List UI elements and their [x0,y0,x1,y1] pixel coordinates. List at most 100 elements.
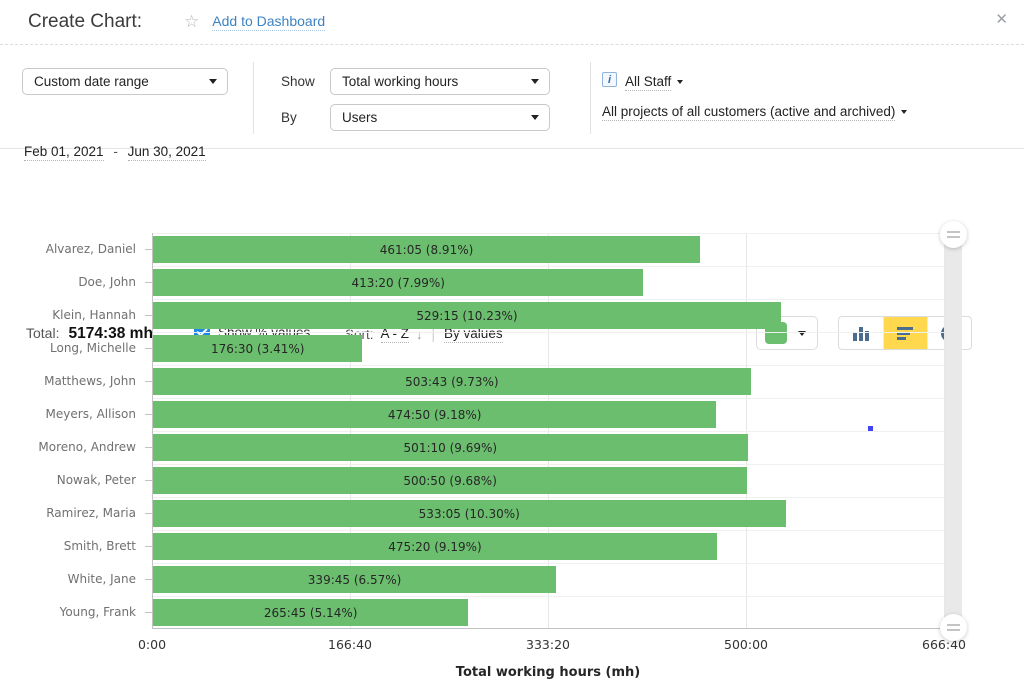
x-axis-title: Total working hours (mh) [455,665,641,680]
chart-bar[interactable]: 413:20 (7.99%) [153,269,644,296]
sort-az-button[interactable]: A - Z [380,326,410,343]
y-axis-tick [145,414,152,415]
bar-value-label: 475:20 (9.19%) [388,539,482,554]
projects-filter[interactable]: All projects of all customers (active an… [602,104,908,121]
y-axis-tick [145,579,152,580]
y-axis-label: White, Jane [67,572,136,586]
total-label: Total: [26,325,60,341]
filter-panel: Custom date range Feb 01, 2021 - Jun 30,… [0,46,1024,161]
chart-bar[interactable]: 176:30 (3.41%) [153,335,363,362]
by-select-value: Users [342,110,378,125]
show-select[interactable]: Total working hours [330,68,550,95]
gridline [350,233,351,628]
gridline [153,398,944,399]
chevron-down-icon [677,80,684,84]
total-value: 5174:38 mh [68,325,153,342]
date-range-select-value: Custom date range [34,74,149,89]
page-title: Create Chart: [28,11,143,32]
gridline [153,530,944,531]
info-icon[interactable]: i [602,72,617,87]
date-range-select[interactable]: Custom date range [22,68,228,95]
date-from-field[interactable]: Feb 01, 2021 [24,144,104,161]
projects-filter-value[interactable]: All projects of all customers (active an… [602,104,896,121]
x-axis-tick-label: 0:00 [137,637,167,652]
y-axis-tick [145,249,152,250]
chart-bar[interactable]: 503:43 (9.73%) [153,368,751,395]
gridline [153,365,944,366]
scrollbar-handle-top[interactable] [940,221,967,248]
y-axis-label: Young, Frank [59,605,136,619]
by-select[interactable]: Users [330,104,550,131]
chart-bar[interactable]: 461:05 (8.91%) [153,236,701,263]
bar-value-label: 413:20 (7.99%) [351,275,445,290]
y-axis-label: Long, Michelle [50,341,136,355]
y-axis-tick [145,447,152,448]
y-axis-tick [145,315,152,316]
column-chart-button[interactable] [839,317,883,349]
sort-direction-icon[interactable]: ↓ [416,327,423,342]
plot-area: 461:05 (8.91%) 413:20 (7.99%) 529:15 (10.2… [152,233,945,629]
date-separator: - [113,144,118,159]
close-icon[interactable]: ✕ [995,11,1008,28]
sort-group: Sort: A - Z ↓ | By values [345,326,503,343]
divider [253,62,254,134]
chevron-down-icon [531,115,539,120]
bar-chart-icon [896,326,915,341]
bar-value-label: 474:50 (9.18%) [387,407,482,422]
bar-value-label: 501:10 (9.69%) [403,440,498,455]
staff-filter-value[interactable]: All Staff [625,74,672,91]
chart-bar[interactable]: 339:45 (6.57%) [153,566,557,593]
bar-value-label: 461:05 (8.91%) [379,242,474,257]
y-axis-label: Alvarez, Daniel [45,242,136,256]
column-chart-icon [851,325,871,341]
add-to-dashboard-link[interactable]: Add to Dashboard [212,13,326,31]
chart-bar[interactable]: 474:50 (9.18%) [153,401,717,428]
gridline [153,431,944,432]
chevron-down-icon [798,330,806,336]
x-axis-tick-label: 333:20 [526,637,570,652]
date-to-field[interactable]: Jun 30, 2021 [127,144,206,161]
y-axis-label: Moreno, Andrew [38,440,136,454]
chart-bar[interactable]: 475:20 (9.19%) [153,533,717,560]
gridline [153,332,944,333]
y-axis-tick [145,381,152,382]
star-icon[interactable]: ☆ [184,12,200,31]
x-axis-tick-label: 500:00 [724,637,768,652]
bar-value-label: 500:50 (9.68%) [403,473,497,488]
bar-value-label: 529:15 (10.23%) [416,308,518,323]
chart-scrollbar-track[interactable] [945,231,962,627]
gridline [944,233,945,628]
chevron-down-icon [901,110,908,114]
cursor-artifact-dot [868,426,873,431]
chart-bar[interactable]: 533:05 (10.30%) [153,500,786,527]
scrollbar-handle-bottom[interactable] [940,614,967,641]
y-axis-tick [145,348,152,349]
show-select-value: Total working hours [342,74,459,89]
chart-bar[interactable]: 265:45 (5.14%) [153,599,469,626]
y-axis-label: Nowak, Peter [56,473,136,487]
chevron-down-icon [209,79,217,84]
y-axis-label: Smith, Brett [63,539,136,553]
chart-bar[interactable]: 501:10 (9.69%) [153,434,748,461]
show-label: Show [281,74,315,89]
y-axis-label: Matthews, John [44,374,136,388]
gridline [153,596,944,597]
bar-chart-button[interactable] [883,317,927,349]
bar-value-label: 503:43 (9.73%) [405,374,499,389]
bar-value-label: 533:05 (10.30%) [418,506,520,521]
gridline [153,299,944,300]
y-axis-tick [145,282,152,283]
y-axis-label: Klein, Hannah [52,308,136,322]
sort-by-values-button[interactable]: By values [444,326,503,343]
bar-chart: Alvarez, Daniel Doe, John Klein, Hannah Lon… [0,225,1024,696]
gridline [746,233,747,628]
x-axis-tick-label: 166:40 [328,637,372,652]
staff-filter[interactable]: All Staff [625,74,684,91]
chart-bar[interactable]: 500:50 (9.68%) [153,467,748,494]
bar-value-label: 176:30 (3.41%) [210,341,305,356]
y-axis-tick [145,612,152,613]
bar-value-label: 339:45 (6.57%) [307,572,402,587]
y-axis-label: Doe, John [78,275,136,289]
chart-bar[interactable]: 529:15 (10.23%) [153,302,781,329]
gridline [153,233,944,234]
